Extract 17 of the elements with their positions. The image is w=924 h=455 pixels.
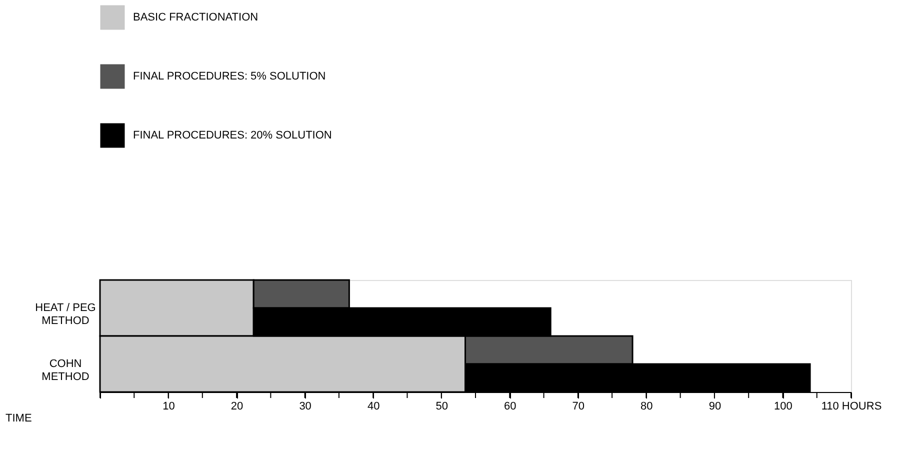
y-tick-label: HEAT / PEG METHOD bbox=[35, 302, 96, 327]
legend-label: BASIC FRACTIONATION bbox=[133, 12, 258, 24]
legend-label: FINAL PROCEDURES: 20% SOLUTION bbox=[133, 130, 332, 142]
x-tick-label: 50 bbox=[436, 400, 448, 412]
x-tick-label: 60 bbox=[504, 400, 516, 412]
x-tick-label: 20 bbox=[230, 400, 244, 412]
x-tick-label: 30 bbox=[299, 400, 312, 412]
x-tick-label: 70 bbox=[572, 400, 585, 412]
x-tick-label: 100 bbox=[774, 400, 792, 412]
x-axis-title: TIME bbox=[6, 412, 32, 424]
x-tick-label: 80 bbox=[640, 400, 653, 412]
legend-label: FINAL PROCEDURES: 5% SOLUTION bbox=[133, 70, 326, 82]
x-tick-label: 40 bbox=[367, 400, 380, 412]
x-tick-label: 110 HOURS bbox=[821, 400, 882, 412]
x-tick-label: 10 bbox=[162, 400, 175, 412]
y-tick-label: COHN METHOD bbox=[42, 358, 90, 383]
x-tick-label: 90 bbox=[708, 400, 722, 412]
